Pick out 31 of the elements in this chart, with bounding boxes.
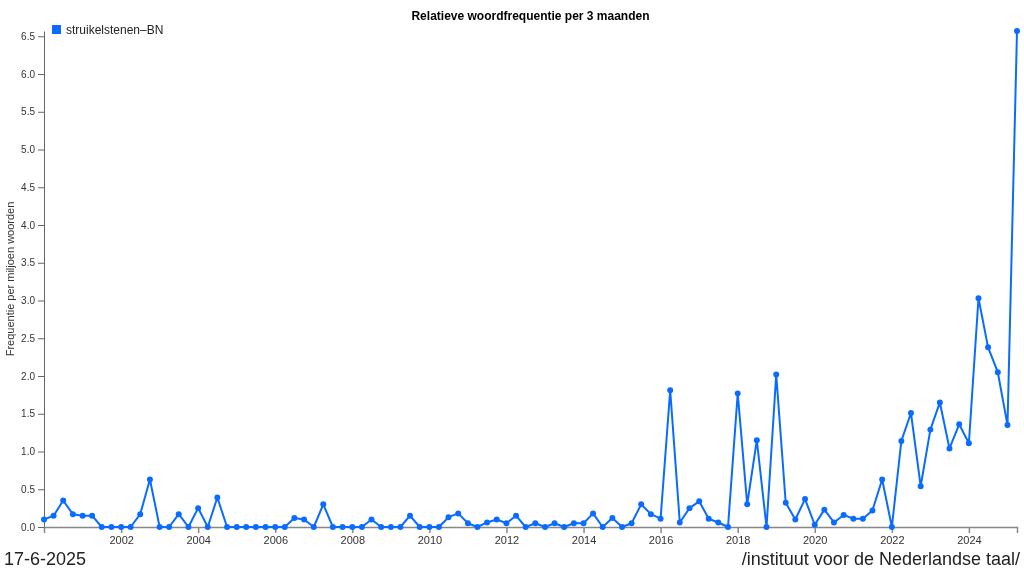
y-axis-title: Frequentie per miljoen woorden — [4, 201, 16, 357]
x-tick-label: 2024 — [957, 533, 982, 546]
y-tick-label: 3.5 — [21, 257, 36, 269]
text: /instituut voor de Nederlandse taal/ — [741, 549, 1020, 569]
y-tick-label: 4.5 — [21, 181, 36, 193]
y-tick-label: 0.0 — [21, 521, 36, 533]
x-tick-label: 2014 — [571, 533, 597, 546]
chart-title: Relatieve woordfrequentie per 3 maanden — [411, 9, 650, 23]
text: 17-6-2025 — [4, 549, 87, 569]
y-tick-label: 1.5 — [21, 408, 36, 420]
x-tick-label: 2010 — [417, 533, 443, 546]
x-tick-label: 2018 — [725, 533, 751, 546]
y-tick-label: 5.5 — [21, 106, 36, 118]
x-tick-label: 2004 — [186, 533, 211, 546]
x-tick-label: 2008 — [340, 533, 366, 546]
y-tick-label: 6.0 — [21, 68, 36, 80]
y-tick-label: 0.5 — [21, 483, 36, 495]
y-tick-label: 1.0 — [21, 446, 36, 458]
y-tick-label: 2.0 — [21, 370, 36, 382]
x-tick-label: 2012 — [494, 533, 520, 546]
legend-label: struikelstenen–BN — [66, 23, 164, 37]
y-tick-label: 5.0 — [21, 144, 36, 156]
x-tick-label: 2006 — [263, 533, 289, 546]
x-tick-label: 2016 — [648, 533, 674, 546]
y-tick-label: 6.5 — [21, 30, 36, 42]
y-tick-label: 2.5 — [21, 332, 36, 344]
x-tick-label: 2022 — [880, 533, 905, 546]
x-tick-label: 2020 — [803, 533, 828, 546]
y-tick-label: 3.0 — [21, 295, 36, 307]
y-tick-label: 4.0 — [21, 219, 36, 231]
x-tick-label: 2002 — [109, 533, 134, 546]
